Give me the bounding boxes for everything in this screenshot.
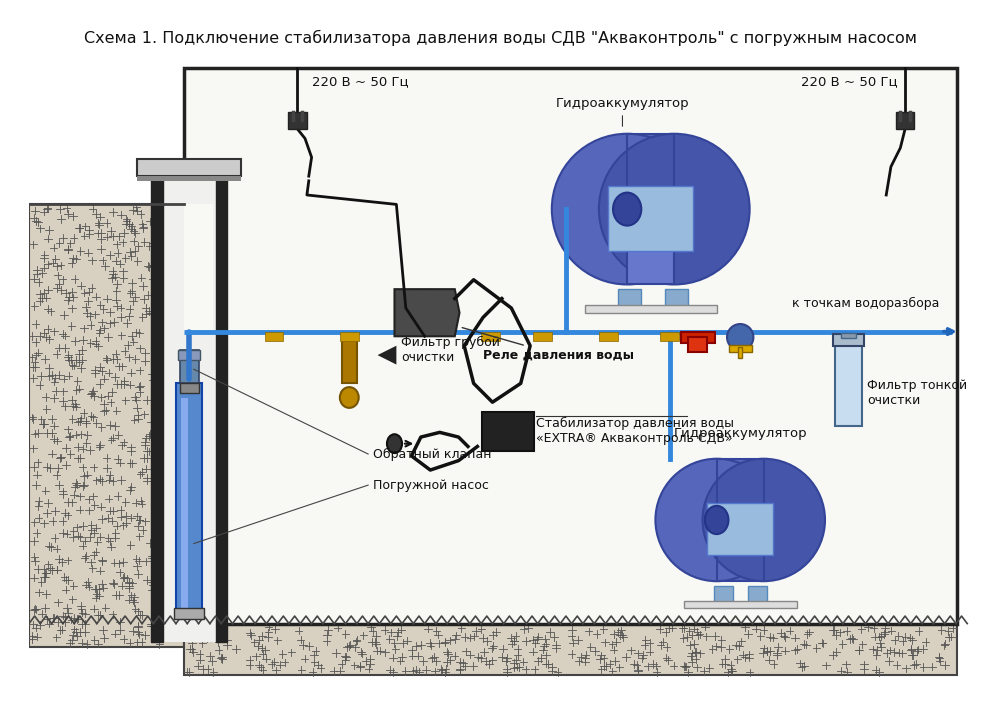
Bar [264,331,283,341]
Bar [717,458,764,581]
Bar [184,204,213,331]
Bar [665,289,688,308]
Bar [216,176,227,643]
Text: Схема 1. Подключение стабилизатора давления воды СДВ "Акваконтроль" с погружным : Схема 1. Подключение стабилизатора давле… [84,29,916,46]
Bar [627,134,674,284]
Text: Фильтр тонкой
очистки: Фильтр тонкой очистки [867,379,968,407]
Bar [481,331,500,341]
Bar [585,305,717,313]
Text: Фильтр грубой
очистки: Фильтр грубой очистки [401,336,500,364]
Bar [841,333,856,338]
Bar [137,159,241,176]
Polygon shape [378,346,396,365]
Bar [184,623,957,675]
Ellipse shape [552,134,703,284]
Bar [729,345,752,352]
Bar [660,331,679,341]
Text: Обратный клапан: Обратный клапан [373,448,491,461]
Ellipse shape [340,387,359,408]
Bar [178,351,200,360]
Bar [288,112,307,129]
Bar [599,331,618,341]
Ellipse shape [703,458,825,581]
Ellipse shape [655,458,778,581]
Ellipse shape [705,506,728,534]
Bar [833,334,864,346]
Bar [29,204,184,647]
Bar [707,503,773,555]
Bar [180,351,199,383]
Text: Погружной насос: Погружной насос [373,478,489,492]
Ellipse shape [387,434,402,453]
Bar [184,68,957,623]
Bar [618,289,641,308]
Bar [896,112,914,129]
Bar [340,331,359,341]
Text: Стабилизатор давления воды
«EXTRA® Акваконтроль СДВ»: Стабилизатор давления воды «EXTRA® Аквак… [536,418,734,446]
Text: Реле давления воды: Реле давления воды [462,328,634,361]
Bar [738,346,742,358]
Bar [180,383,199,393]
Bar [151,176,163,643]
Text: 220 В ~ 50 Гц: 220 В ~ 50 Гц [312,76,408,89]
Bar [684,601,797,608]
Bar [717,458,764,581]
Bar [342,336,357,383]
Bar [174,608,204,619]
Bar [482,412,534,451]
Bar [627,134,674,284]
Bar [163,176,216,643]
Bar [627,209,674,284]
Bar [176,383,202,619]
Bar [688,337,707,352]
Text: Гидроаккумулятор: Гидроаккумулятор [556,97,689,126]
Bar [417,289,432,331]
Polygon shape [394,289,459,336]
Bar [681,331,715,343]
Bar [533,331,552,341]
Bar [835,336,862,426]
Bar [181,398,188,614]
Ellipse shape [613,193,641,226]
Bar [748,586,767,603]
Bar [714,586,733,603]
Text: к точкам водоразбора: к точкам водоразбора [792,297,939,310]
Ellipse shape [599,134,750,284]
Bar [608,186,693,251]
Text: 220 В ~ 50 Гц: 220 В ~ 50 Гц [801,76,898,89]
Circle shape [727,324,753,351]
Bar [137,176,241,181]
Text: Гидроаккумулятор: Гидроаккумулятор [673,427,807,440]
